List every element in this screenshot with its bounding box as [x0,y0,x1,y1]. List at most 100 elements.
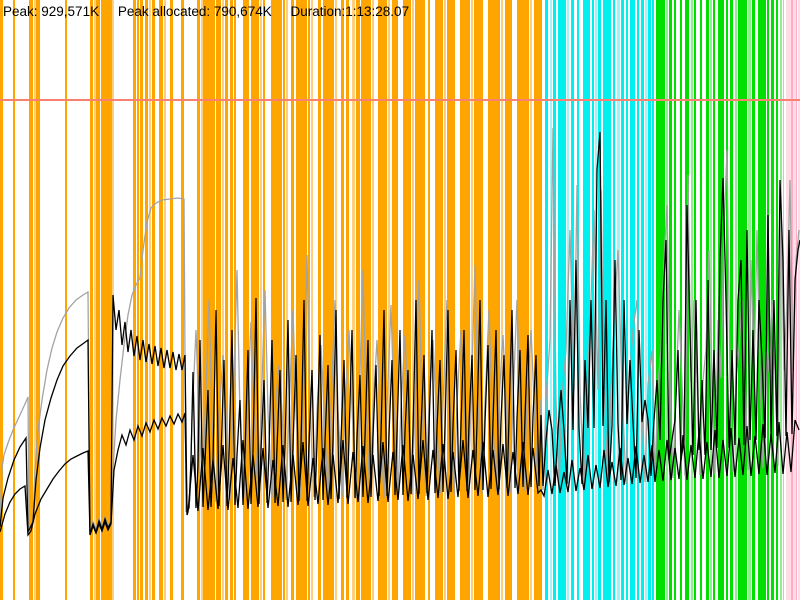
event-bar [403,0,411,600]
event-bar [271,0,282,600]
series-allocated-line [0,131,800,535]
event-bar [251,0,259,600]
event-bar [505,0,512,600]
event-bar [603,0,611,600]
event-bar [222,0,224,600]
event-bar [159,0,163,600]
event-bar [530,0,532,600]
event-bar [767,0,769,600]
event-bar [13,0,15,600]
event-bar [630,0,635,600]
event-bar [474,0,483,600]
event-bar [152,0,155,600]
event-bar [201,0,203,600]
event-bar [378,0,387,600]
event-bar [700,0,702,600]
event-bar [263,0,265,600]
event-bar [308,0,310,600]
event-bar [471,0,473,600]
event-bar [641,0,644,600]
event-bar [796,0,797,600]
event-bar [501,0,503,600]
event-bar [780,0,782,600]
event-bar [137,0,139,600]
event-bar [488,0,500,600]
event-bar [776,0,778,600]
event-bar [534,0,542,600]
event-bar [234,0,236,600]
event-bar [341,0,344,600]
event-bar [571,0,574,600]
event-bar [352,0,355,600]
event-bar [216,0,221,600]
event-bar [726,0,728,600]
event-bar [558,0,566,600]
event-bar [758,0,766,600]
event-bar [296,0,307,600]
event-bar [617,0,620,600]
event-bar [428,0,430,600]
peak-threshold-line [0,99,800,101]
event-bar [545,0,548,600]
event-bar [718,0,724,600]
peak-stat: Peak: 929,571K [3,4,100,19]
event-bar [356,0,360,600]
event-bar [656,0,665,600]
event-bar [752,0,755,600]
duration-stat: Duration:1:13:28.07 [290,4,410,19]
event-bar [583,0,590,600]
event-bar [637,0,639,600]
event-bar [149,0,151,600]
event-bar [230,0,233,600]
event-bar [621,0,624,600]
event-bar [361,0,371,600]
event-bar [435,0,443,600]
event-bar [197,0,200,600]
event-bar [164,0,166,600]
event-bar [392,0,398,600]
event-bar [577,0,579,600]
series-used-line [0,412,800,537]
event-bar [669,0,672,600]
event-bar [592,0,594,600]
event-bar [286,0,288,600]
event-bar [735,0,737,600]
event-bar [694,0,696,600]
event-bar [645,0,647,600]
event-bar [412,0,414,600]
event-bar [181,0,184,600]
event-bar [710,0,712,600]
event-bar [460,0,470,600]
event-bar [335,0,337,600]
event-bar [730,0,733,600]
event-bar [170,0,173,600]
event-bar [96,0,100,600]
event-bar [323,0,334,600]
event-bar [311,0,313,600]
event-bar [34,0,36,600]
stats-bar: Peak: 929,571K Peak allocated: 790,674K … [3,4,409,19]
peak-allocated-stat: Peak allocated: 790,674K [117,4,272,19]
event-bar [691,0,693,600]
event-bar [65,0,67,600]
event-bar [674,0,676,600]
event-bar [444,0,446,600]
event-bar [145,0,148,600]
event-bar [318,0,321,600]
event-bar [90,0,93,600]
event-bar [372,0,374,600]
event-bar [29,0,33,600]
event-bar [517,0,529,600]
event-bar [798,0,800,600]
event-bar [140,0,143,600]
event-bar [133,0,136,600]
event-bar [388,0,390,600]
event-bar [36,0,40,600]
event-bar [225,0,228,600]
event-bar [652,0,654,600]
event-bar [243,0,249,600]
event-bar [291,0,294,600]
